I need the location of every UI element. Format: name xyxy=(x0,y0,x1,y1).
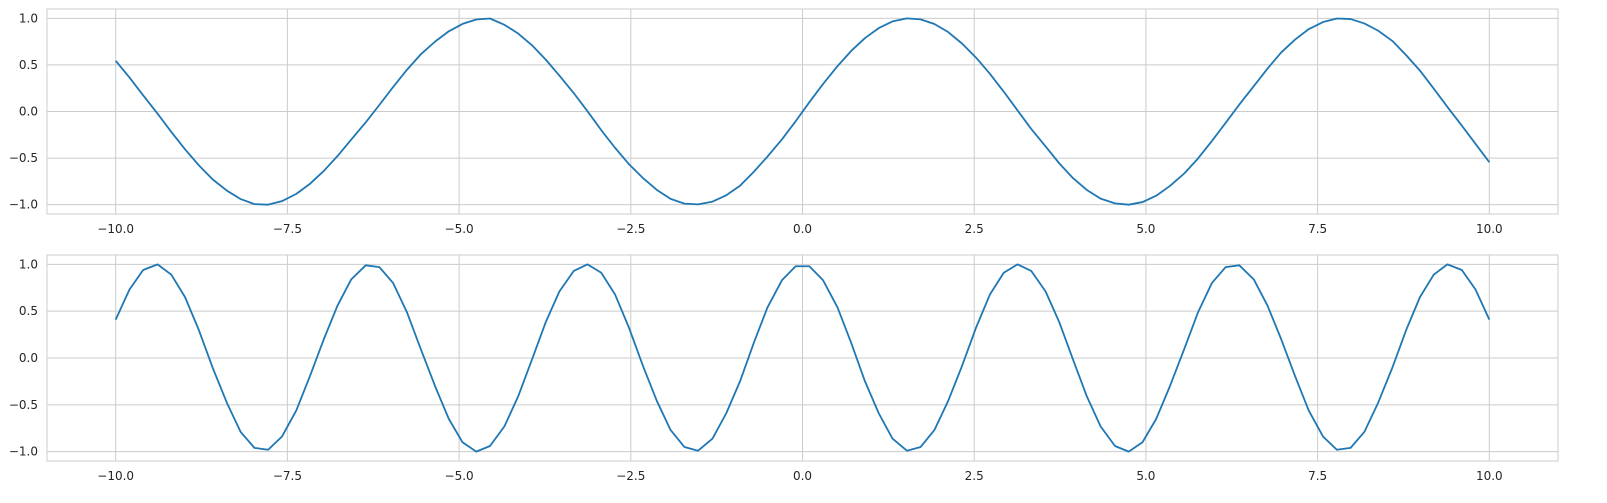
y-tick-label: 0.0 xyxy=(19,105,38,119)
x-tick-label: 5.0 xyxy=(1136,222,1155,236)
x-tick-label: 0.0 xyxy=(793,469,812,483)
x-tick-label: 7.5 xyxy=(1308,469,1327,483)
y-tick-label: 0.5 xyxy=(19,58,38,72)
y-tick-label: 0.0 xyxy=(19,351,38,365)
x-tick-label: 5.0 xyxy=(1136,469,1155,483)
x-tick-label: 0.0 xyxy=(793,222,812,236)
series-line xyxy=(114,263,1491,453)
top-subplot: −10.0 −7.5 −5.0 −2.5 0.0 2.5 5.0 7.5 10.0 −1.0 −0.… xyxy=(9,8,1559,236)
x-tick-label: −10.0 xyxy=(97,469,134,483)
y-tick-label: 1.0 xyxy=(19,257,38,271)
series-line xyxy=(114,17,1491,206)
y-tick-label: −1.0 xyxy=(9,445,38,459)
y-tick-label: −0.5 xyxy=(9,151,38,165)
bottom-subplot: −10.0 −7.5 −5.0 −2.5 0.0 2.5 5.0 7.5 10.0 −1.0 −0.… xyxy=(9,254,1559,483)
x-tick-label: −5.0 xyxy=(445,469,474,483)
y-tick-label: −0.5 xyxy=(9,398,38,412)
x-tick-label: 10.0 xyxy=(1476,469,1503,483)
x-tick-label: −10.0 xyxy=(97,222,134,236)
axes-frame xyxy=(46,254,1559,462)
x-tick-label: −2.5 xyxy=(616,469,645,483)
axes-frame xyxy=(46,8,1559,215)
x-tick-label: −7.5 xyxy=(273,469,302,483)
x-tick-label: −2.5 xyxy=(616,222,645,236)
y-tick-label: −1.0 xyxy=(9,198,38,212)
y-tick-label: 0.5 xyxy=(19,304,38,318)
y-tick-label: 1.0 xyxy=(19,11,38,25)
x-tick-label: 10.0 xyxy=(1476,222,1503,236)
x-tick-label: 7.5 xyxy=(1308,222,1327,236)
x-tick-label: 2.5 xyxy=(965,469,984,483)
x-tick-label: 2.5 xyxy=(965,222,984,236)
x-tick-label: −7.5 xyxy=(273,222,302,236)
x-tick-label: −5.0 xyxy=(445,222,474,236)
